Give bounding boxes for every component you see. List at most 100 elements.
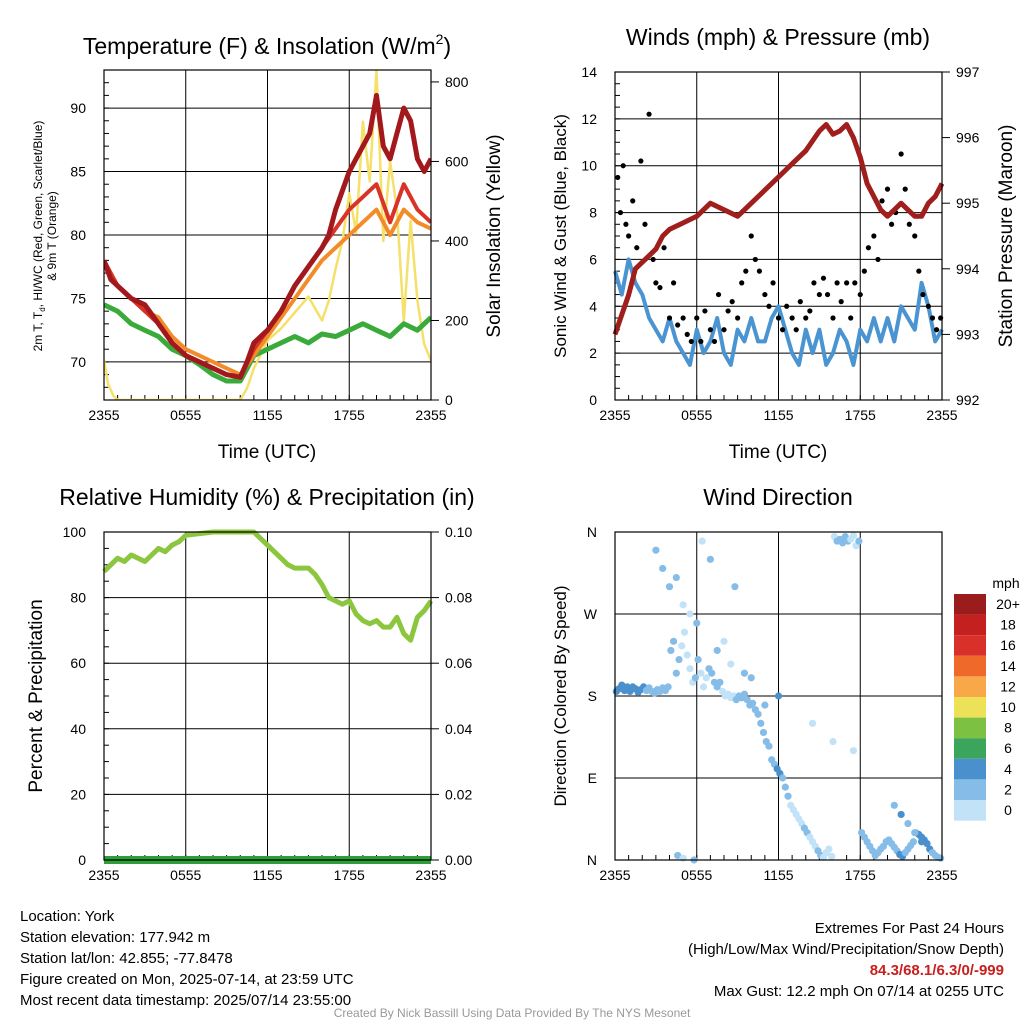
y-tick-label: 85 <box>70 164 86 180</box>
y-tick-label: 6 <box>589 251 597 267</box>
y-tick-label: 80 <box>70 227 86 243</box>
direction-point <box>740 690 749 698</box>
gust-point <box>779 327 786 333</box>
legend-swatch <box>954 594 986 615</box>
temp-insolation-plot: 2355 0555 1155 1755 2355 70 75 80 85 90 0 200 400 600… <box>70 69 469 423</box>
legend-swatch <box>954 697 986 718</box>
y2-tick-label: 0.04 <box>445 721 472 737</box>
gust-point <box>707 327 713 333</box>
legend-label: 14 <box>1000 658 1016 674</box>
legend-label: 10 <box>1000 699 1016 715</box>
gust-point <box>824 291 831 298</box>
y2-tick-label: 0.02 <box>445 786 472 802</box>
direction-point <box>923 840 931 848</box>
wind-pressure-plot: 2355 0555 1155 1755 235502468101214992993994… <box>581 64 979 423</box>
gust-point <box>929 315 936 321</box>
legend-label: 16 <box>1000 637 1016 653</box>
direction-point <box>849 747 858 755</box>
y-tick-label: 12 <box>581 111 597 127</box>
y-tick-label: 4 <box>589 298 597 314</box>
station-elevation: Station elevation: 177.942 m <box>20 929 211 946</box>
gust-point <box>830 315 836 321</box>
gust-point <box>752 256 758 263</box>
direction-point <box>838 539 847 547</box>
gust-point <box>623 221 629 227</box>
extremes-title: Extremes For Past 24 Hours <box>814 920 1004 937</box>
legend-swatch <box>954 655 986 677</box>
gust-point <box>844 280 850 286</box>
gust-point <box>879 198 885 204</box>
direction-point <box>761 701 769 709</box>
gust-point <box>888 221 895 227</box>
legend-label: 18 <box>1000 617 1016 633</box>
dir-panel-title: Wind Direction <box>703 484 853 510</box>
gust-point <box>871 233 877 239</box>
station-location: Location: York <box>20 908 115 925</box>
y-tick-label: 8 <box>589 205 597 221</box>
direction-point <box>743 696 751 704</box>
direction-point <box>680 628 689 636</box>
y2-tick-label: 0.08 <box>445 590 472 606</box>
direction-point <box>909 838 917 846</box>
legend-swatch <box>954 800 986 821</box>
direction-point <box>747 674 755 682</box>
y-tick-label: N <box>587 852 597 868</box>
direction-point <box>694 655 702 664</box>
x-tick-label: 2355 <box>926 867 957 883</box>
direction-point <box>686 665 694 673</box>
gust-point <box>650 256 656 263</box>
direction-point <box>754 710 762 718</box>
gust-point <box>729 299 735 305</box>
legend-label: 2 <box>1004 781 1012 797</box>
legend-label: 12 <box>1000 678 1016 694</box>
direction-point <box>713 646 721 655</box>
direction-point <box>855 537 863 545</box>
direction-point <box>652 546 660 554</box>
gust-point <box>920 291 926 298</box>
gust-point <box>925 303 931 309</box>
y-tick-label: 80 <box>70 590 86 606</box>
legend-swatch <box>954 758 986 780</box>
temp-ylabel-line2: & 9m T (Orange) <box>45 191 59 281</box>
direction-point <box>727 660 735 668</box>
direction-point <box>618 681 626 689</box>
temp-y2label: Solar Insolation (Yellow) <box>484 134 505 337</box>
wind-y2label: Station Pressure (Maroon) <box>996 125 1017 348</box>
y-tick-label: 75 <box>70 290 86 306</box>
direction-point <box>683 651 691 659</box>
station-info: Location: York Station elevation: 177.94… <box>20 906 354 1011</box>
x-tick-label: 0555 <box>681 407 712 423</box>
direction-point <box>731 583 739 591</box>
gust-point <box>789 315 795 321</box>
direction-point <box>698 537 706 545</box>
temp-ylabel: 2m T, Td, HI/WC (Red, Green, Scarlet/Blu… <box>31 121 47 352</box>
temp-panel-title: Temperature (F) & Insolation (W/m2) <box>83 31 451 59</box>
gust-point <box>694 315 700 321</box>
direction-point <box>904 819 912 828</box>
direction-point <box>825 845 833 853</box>
legend-swatch <box>954 676 986 697</box>
x-tick-label: 2355 <box>926 407 957 423</box>
direction-point <box>911 829 919 837</box>
gust-point <box>715 291 722 298</box>
x-tick-label: 2355 <box>88 407 119 423</box>
legend-label: 6 <box>1004 740 1012 756</box>
direction-point <box>759 728 768 737</box>
direction-point <box>708 669 716 677</box>
direction-point <box>765 742 773 750</box>
gust-point <box>875 256 881 263</box>
gust-point <box>680 315 686 321</box>
gust-point <box>803 315 809 321</box>
plot-border <box>614 531 943 861</box>
y2-tick-label: 0.10 <box>445 524 472 540</box>
max-gust: Max Gust: 12.2 mph On 07/14 at 0255 UTC <box>713 983 1004 1000</box>
gust-point <box>646 111 652 117</box>
direction-point <box>774 692 783 700</box>
relative-humidity-line <box>102 529 434 643</box>
direction-point <box>829 737 837 746</box>
gust-point <box>634 245 640 251</box>
y2-tick-label: 995 <box>956 195 980 211</box>
temp-9m-line <box>104 207 431 377</box>
extremes-values: 84.3/68.1/6.3/0/-999 <box>869 962 1004 979</box>
gust-point <box>626 233 632 239</box>
